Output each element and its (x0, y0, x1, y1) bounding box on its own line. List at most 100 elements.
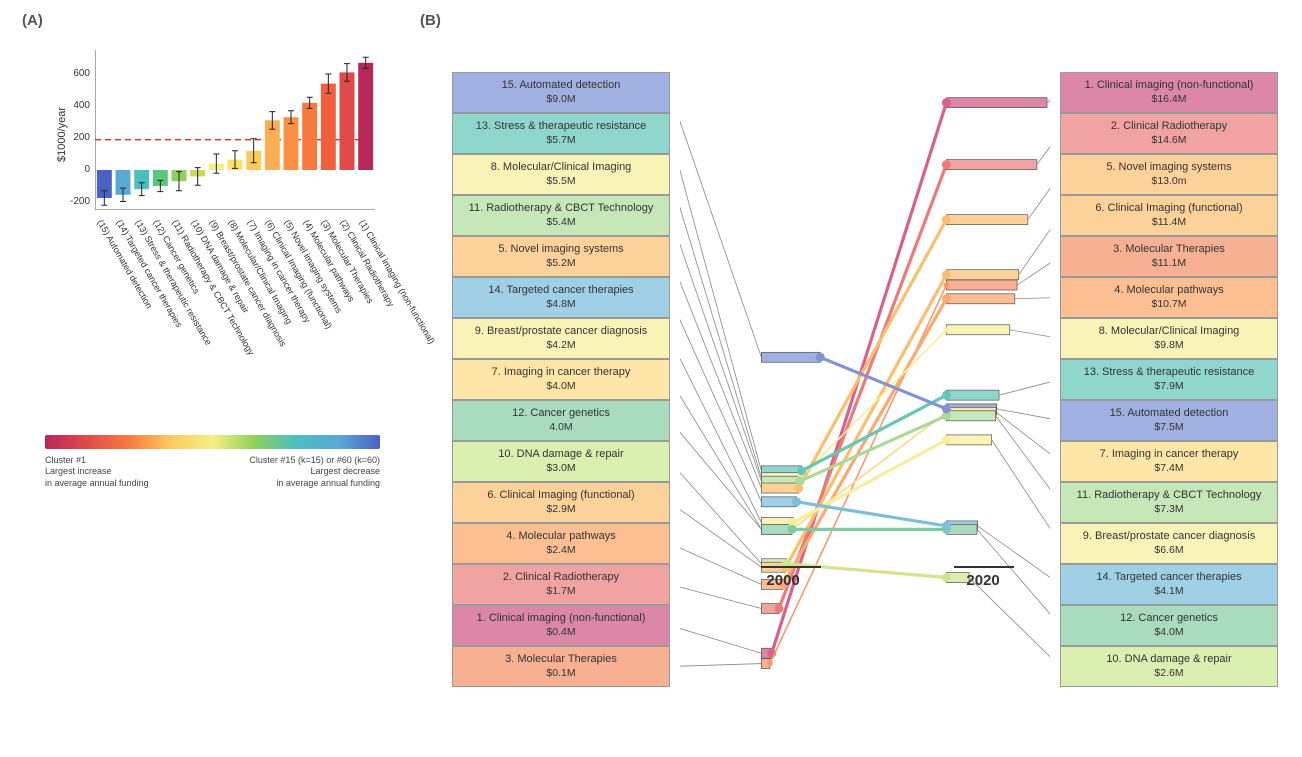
year-rule-left (761, 566, 821, 568)
mini-bar-right (946, 524, 977, 534)
rank-label: 8. Molecular/Clinical Imaging (457, 161, 665, 175)
barchart-xlabel: (1) Clinical imaging (non-functional) (357, 218, 436, 346)
rank-box: 4. Molecular pathways$10.7M (1060, 277, 1278, 318)
rank-box: 2. Clinical Radiotherapy$1.7M (452, 564, 670, 605)
rank-label: 7. Imaging in cancer therapy (457, 366, 665, 380)
rank-box: 15. Automated detection$7.5M (1060, 400, 1278, 441)
rank-box: 14. Targeted cancer therapies$4.1M (1060, 564, 1278, 605)
colorbar (45, 435, 380, 449)
rank-amount: $5.4M (457, 216, 665, 229)
rank-column: 15. Automated detection$9.0M 13. Stress &… (452, 72, 670, 687)
rank-amount: $7.5M (1065, 421, 1273, 434)
colorbar-captions: Cluster #1Largest increasein average ann… (45, 455, 380, 489)
barchart-ytick: -200 (60, 196, 90, 207)
rank-box: 12. Cancer genetics$4.0M (1060, 605, 1278, 646)
rank-label: 6. Clinical Imaging (functional) (457, 489, 665, 503)
rank-box: 6. Clinical Imaging (functional)$11.4M (1060, 195, 1278, 236)
rank-amount: $11.4M (1065, 216, 1273, 229)
rank-amount: $0.4M (457, 626, 665, 639)
rank-box: 14. Targeted cancer therapies$4.8M (452, 277, 670, 318)
rank-box: 9. Breast/prostate cancer diagnosis$4.2M (452, 318, 670, 359)
colorbar-right-caption: Cluster #15 (k=15) or #60 (k=60)Largest … (249, 455, 380, 489)
rank-amount: $3.0M (457, 462, 665, 475)
rank-label: 13. Stress & therapeutic resistance (457, 120, 665, 134)
mini-bar-right (946, 325, 1009, 335)
rank-amount: $10.7M (1065, 298, 1273, 311)
rank-box: 1. Clinical imaging (non-functional)$16.… (1060, 72, 1278, 113)
rank-amount: $13.0m (1065, 175, 1273, 188)
rank-column: 1. Clinical imaging (non-functional)$16.… (1060, 72, 1278, 687)
rank-box: 3. Molecular Therapies$0.1M (452, 646, 670, 687)
slope-svg (680, 72, 1050, 757)
bar (321, 84, 336, 170)
rank-box: 13. Stress & therapeutic resistance$7.9M (1060, 359, 1278, 400)
bar (358, 63, 373, 170)
rank-amount: $0.1M (457, 667, 665, 680)
rank-box: 15. Automated detection$9.0M (452, 72, 670, 113)
rank-amount: $2.6M (1065, 667, 1273, 680)
rank-label: 15. Automated detection (1065, 407, 1273, 421)
rank-label: 13. Stress & therapeutic resistance (1065, 366, 1273, 380)
rank-amount: $5.5M (457, 175, 665, 188)
rank-amount: $7.4M (1065, 462, 1273, 475)
panel-a-label: (A) (22, 12, 43, 29)
rank-amount: 4.0M (457, 421, 665, 434)
colorbar-legend: Cluster #1Largest increasein average ann… (45, 435, 380, 489)
mini-bar-right (946, 435, 991, 445)
rank-amount: $5.2M (457, 257, 665, 270)
rank-box: 1. Clinical imaging (non-functional)$0.4… (452, 605, 670, 646)
rank-amount: $2.9M (457, 503, 665, 516)
mini-bar-right (946, 98, 1047, 108)
rank-amount: $5.7M (457, 134, 665, 147)
rank-box: 7. Imaging in cancer therapy$4.0M (452, 359, 670, 400)
mini-bar-right (946, 215, 1027, 225)
bar (302, 103, 317, 170)
rank-box: 9. Breast/prostate cancer diagnosis$6.6M (1060, 523, 1278, 564)
rank-label: 11. Radiotherapy & CBCT Technology (1065, 489, 1273, 503)
rank-label: 2. Clinical Radiotherapy (457, 571, 665, 585)
rank-label: 10. DNA damage & repair (457, 448, 665, 462)
rank-label: 4. Molecular pathways (1065, 284, 1273, 298)
rank-label: 14. Targeted cancer therapies (1065, 571, 1273, 585)
rank-label: 3. Molecular Therapies (1065, 243, 1273, 257)
rank-box: 8. Molecular/Clinical Imaging$9.8M (1060, 318, 1278, 359)
rank-box: 5. Novel imaging systems$5.2M (452, 236, 670, 277)
mini-bar-right (946, 390, 999, 400)
rank-amount: $14.6M (1065, 134, 1273, 147)
barchart: -2000200400600(15) Automated detection(1… (60, 50, 380, 400)
colorbar-left-caption: Cluster #1Largest increasein average ann… (45, 455, 149, 489)
rank-label: 12. Cancer genetics (457, 407, 665, 421)
mini-bar-right (946, 270, 1018, 280)
mini-bar-left (761, 524, 792, 534)
rank-label: 7. Imaging in cancer therapy (1065, 448, 1273, 462)
rank-amount: $4.0M (457, 380, 665, 393)
rank-label: 6. Clinical Imaging (functional) (1065, 202, 1273, 216)
rank-label: 9. Breast/prostate cancer diagnosis (1065, 530, 1273, 544)
rank-amount: $4.8M (457, 298, 665, 311)
rank-label: 11. Radiotherapy & CBCT Technology (457, 202, 665, 216)
barchart-plot (95, 50, 375, 210)
rank-amount: $4.1M (1065, 585, 1273, 598)
rank-label: 10. DNA damage & repair (1065, 653, 1273, 667)
rank-label: 15. Automated detection (457, 79, 665, 93)
rank-label: 5. Novel imaging systems (457, 243, 665, 257)
barchart-ytick: 600 (60, 68, 90, 79)
rank-label: 1. Clinical imaging (non-functional) (1065, 79, 1273, 93)
rank-amount: $1.7M (457, 585, 665, 598)
rank-amount: $2.4M (457, 544, 665, 557)
rank-label: 8. Molecular/Clinical Imaging (1065, 325, 1273, 339)
rank-label: 3. Molecular Therapies (457, 653, 665, 667)
rank-amount: $16.4M (1065, 93, 1273, 106)
rank-label: 1. Clinical imaging (non-functional) (457, 612, 665, 626)
mini-bar-left (761, 497, 796, 507)
rank-box: 3. Molecular Therapies$11.1M (1060, 236, 1278, 277)
rank-label: 9. Breast/prostate cancer diagnosis (457, 325, 665, 339)
rank-label: 14. Targeted cancer therapies (457, 284, 665, 298)
mini-bar-right (946, 280, 1017, 290)
panel-b-label: (B) (420, 12, 441, 29)
rank-box: 8. Molecular/Clinical Imaging$5.5M (452, 154, 670, 195)
mini-bar-right (946, 294, 1014, 304)
rank-amount: $4.2M (457, 339, 665, 352)
mini-bar-left (761, 483, 798, 493)
rank-amount: $6.6M (1065, 544, 1273, 557)
